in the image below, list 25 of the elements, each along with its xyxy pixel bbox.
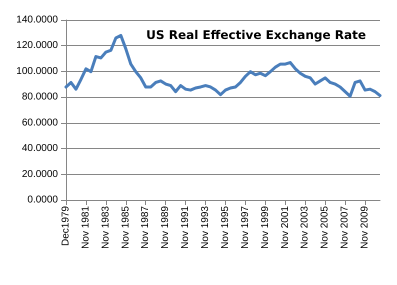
x-tick-label: Nov 1997 bbox=[240, 206, 251, 249]
x-tick-label: Nov 1999 bbox=[260, 206, 271, 249]
x-tick-label: Nov 2005 bbox=[320, 206, 331, 249]
y-tick-label: 40.0000 bbox=[22, 143, 58, 154]
x-tick-label: Nov 1993 bbox=[200, 206, 212, 249]
x-tick-label: Nov 2009 bbox=[360, 206, 371, 249]
y-tick-label: 60.0000 bbox=[22, 117, 58, 128]
x-tick-label: Dec1979 bbox=[60, 206, 72, 246]
text: US Real Effective Exchange Rate bbox=[146, 28, 366, 42]
x-tick-label: Nov 1987 bbox=[140, 206, 152, 249]
x-tick-label: Nov 2001 bbox=[280, 206, 291, 249]
x-tick-label: Nov 1989 bbox=[160, 206, 172, 249]
y-tick-label: 120.0000 bbox=[16, 40, 58, 52]
x-tick-label: Nov 1983 bbox=[100, 206, 112, 249]
y-tick-label: 140.0000 bbox=[16, 14, 58, 26]
x-tick-label: Nov 2007 bbox=[340, 206, 351, 249]
y-tick-label: 80.0000 bbox=[22, 92, 58, 103]
y-tick-label: 0.0000 bbox=[27, 194, 58, 206]
x-tick-label: Nov 1981 bbox=[80, 206, 92, 249]
x-tick-label: Nov 1995 bbox=[220, 206, 231, 249]
y-tick-label: 20.0000 bbox=[22, 168, 58, 180]
x-tick-label: Nov 1985 bbox=[120, 206, 132, 249]
x-tick-label: Nov 1991 bbox=[180, 206, 192, 249]
y-tick-label: 100.0000 bbox=[16, 66, 58, 77]
x-tick-label: Nov 2003 bbox=[300, 206, 311, 249]
